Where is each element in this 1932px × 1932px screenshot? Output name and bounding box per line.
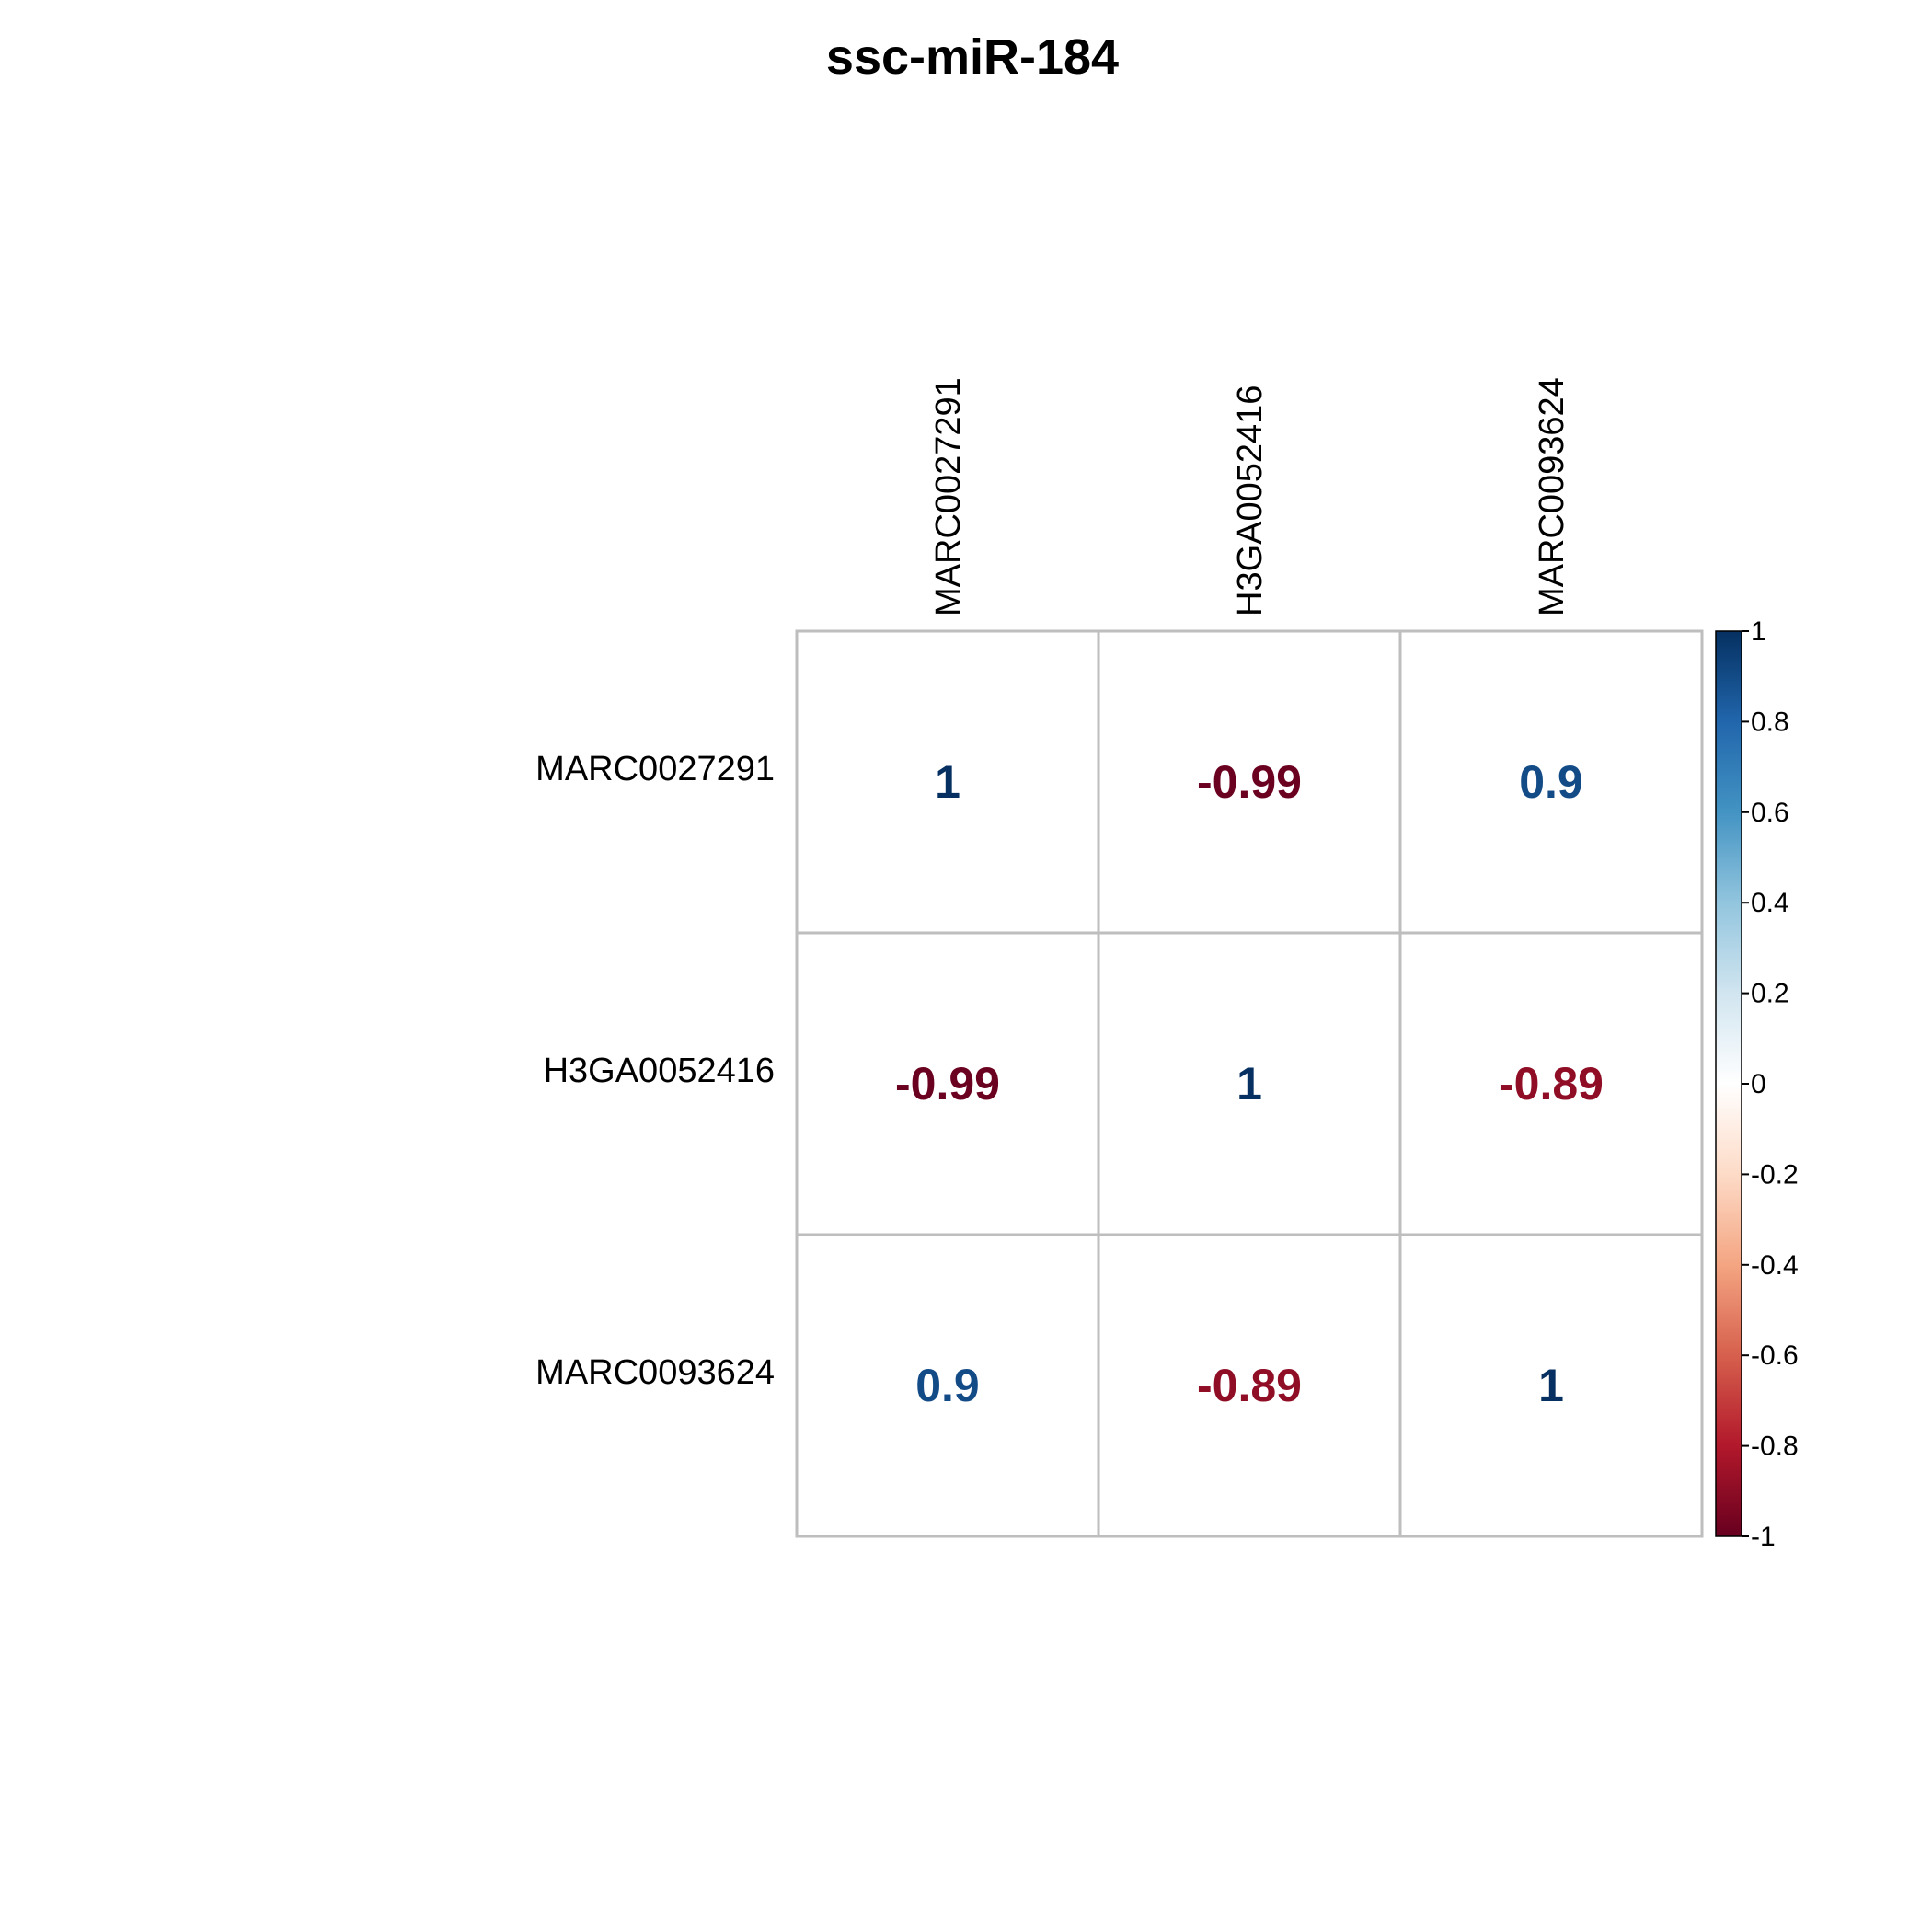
cell-value-label: -0.99 (1197, 756, 1302, 808)
colorbar-tick-label: -0.6 (1751, 1340, 1799, 1371)
cell-value-label: -0.89 (1197, 1360, 1302, 1411)
cell-value-label: 1 (1236, 1058, 1262, 1110)
column-label: H3GA0052416 (1231, 385, 1270, 616)
heatmap-cell (795, 629, 1100, 935)
colorbar-gradient (1715, 630, 1742, 1537)
cell-value-label: 1 (1538, 1360, 1564, 1411)
heatmap-cell (1398, 629, 1704, 935)
heatmap-cells: 1 -0.99 0.9 -0.99 1 -0.89 0.9 -0.89 1 (795, 629, 1704, 1538)
cell-value-label: 0.9 (1519, 756, 1583, 808)
row-labels: MARC0027291 H3GA0052416 MARC0093624 (535, 750, 775, 1392)
cell-value-label: -0.89 (1499, 1058, 1604, 1110)
heatmap-cell (1097, 1233, 1402, 1538)
heatmap-cell (1398, 931, 1704, 1236)
row-label: MARC0093624 (535, 1353, 775, 1392)
colorbar-legend: 1 0.8 0.6 0.4 0.2 0 -0.2 -0.4 -0.6 -0.8 -1 (1715, 616, 1799, 1552)
column-label: MARC0027291 (929, 377, 968, 616)
cell-value-label: 1 (935, 756, 960, 808)
colorbar-tick-label: 0.2 (1751, 979, 1789, 1009)
heatmap-cell (1097, 629, 1402, 935)
chart-title: ssc-miR-184 (826, 29, 1119, 85)
colorbar-tick-label: 1 (1751, 616, 1766, 647)
colorbar-tick-label: -0.4 (1751, 1250, 1799, 1281)
colorbar-tick-label: 0.4 (1751, 888, 1789, 918)
column-labels: MARC0027291 H3GA0052416 MARC0093624 (929, 377, 1571, 616)
column-label: MARC0093624 (1533, 377, 1571, 616)
row-label: MARC0027291 (535, 750, 775, 788)
colorbar-tick-label: 0 (1751, 1069, 1766, 1099)
heatmap-cell (1097, 931, 1402, 1236)
cell-value-label: 0.9 (915, 1360, 980, 1411)
colorbar-tick-label: -0.2 (1751, 1159, 1799, 1190)
heatmap-cell (1398, 1233, 1704, 1538)
colorbar-tick-label: -1 (1751, 1522, 1776, 1552)
row-label: H3GA0052416 (544, 1052, 775, 1090)
cell-value-label: -0.99 (895, 1058, 1000, 1110)
colorbar-tick-label: 0.6 (1751, 798, 1789, 828)
colorbar-tick-label: 0.8 (1751, 707, 1789, 737)
colorbar-tick-label: -0.8 (1751, 1432, 1799, 1462)
heatmap-cell (795, 931, 1100, 1236)
heatmap-cell (795, 1233, 1100, 1538)
